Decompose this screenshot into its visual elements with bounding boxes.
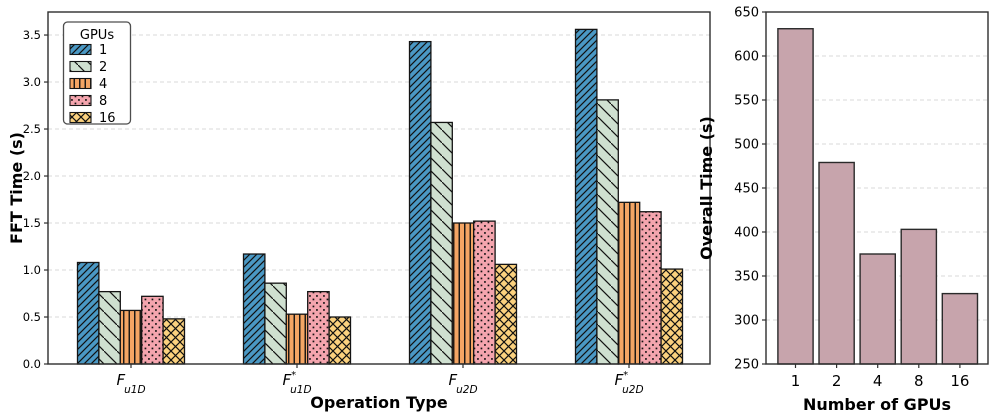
bar-hatch-overlay: [430, 122, 453, 365]
bar-gpus-1: [777, 28, 814, 365]
y-tick-label: 250: [734, 358, 759, 373]
bar-hatch-overlay: [307, 291, 330, 364]
y-tick-label: 1.0: [23, 263, 41, 277]
legend-item-label: 2: [99, 60, 107, 75]
x-tick-label: 4: [873, 372, 883, 390]
legend-item-label: 16: [99, 111, 116, 126]
y-tick-label: 450: [734, 182, 759, 197]
bar-hatch-overlay: [596, 99, 619, 364]
plot-border: [47, 11, 711, 365]
y-tick-label: 3.0: [23, 75, 41, 89]
fft-time-chart: 0.0 0.5 1.0 1.5 2.0 2.5 3.0 3.5 Fu1D F* u1D Fu2D F* u…: [23, 11, 711, 396]
legend-swatch-edge: [69, 43, 92, 56]
legend-item-label: 1: [99, 43, 107, 58]
bar-gpus-2: [818, 161, 855, 365]
legend-swatch-hatch: [70, 61, 91, 72]
bar-hatch-overlay: [98, 291, 121, 364]
bar-hatch-overlay: [473, 221, 496, 364]
y-tick-label: 400: [734, 226, 759, 241]
y-tick-label: 3.5: [23, 28, 41, 42]
y-tick-label: 2.0: [23, 169, 41, 183]
overall-xlabel: Number of GPUs: [803, 395, 951, 414]
legend-swatch-edge: [69, 111, 92, 124]
fft-xlabel: Operation Type: [310, 393, 448, 412]
legend-swatch-edge: [69, 60, 92, 73]
x-tick-label: F* u2D: [614, 370, 643, 396]
y-tick-label: 650: [734, 6, 759, 21]
y-tick-label: 0.5: [23, 310, 41, 324]
legend-swatch-edge: [69, 77, 92, 90]
y-tick-label: 1.5: [23, 216, 41, 230]
bar-hatch-overlay: [264, 283, 287, 364]
legend-item: 2: [69, 60, 107, 75]
bar-hatch-overlay: [575, 29, 597, 364]
legend-swatch-hatch: [70, 44, 91, 55]
legend-item-label: 8: [99, 94, 107, 109]
bar-gpus-16: [941, 292, 979, 365]
bar-hatch-overlay: [639, 211, 662, 364]
bar-hatch-overlay: [618, 202, 640, 364]
bar-hatch-overlay: [141, 296, 164, 364]
legend-item: 4: [69, 77, 107, 92]
x-tick-label: Fu1D: [116, 371, 145, 396]
bar-hatch-overlay: [243, 254, 265, 364]
legend-item: 8: [69, 94, 107, 109]
bar-hatch-overlay: [329, 317, 351, 364]
bar-hatch-overlay: [661, 269, 683, 364]
bar-hatch-overlay: [77, 262, 99, 364]
x-tick-label: Fu2D: [448, 371, 477, 396]
legend-swatch-hatch: [70, 78, 91, 89]
bar-hatch-overlay: [409, 41, 431, 364]
y-tick-label: 2.5: [23, 122, 41, 136]
y-tick-label: 500: [734, 138, 759, 153]
fft-ylabel: FFT Time (s): [7, 132, 26, 244]
y-tick-label: 300: [734, 314, 759, 329]
bar-gpus-4: [859, 253, 896, 365]
legend-item-label: 4: [99, 77, 107, 92]
bar-hatch-overlay: [286, 314, 308, 364]
x-tick-label: 1: [791, 372, 801, 390]
y-tick-label: 550: [734, 94, 759, 109]
bar-gpus-8: [900, 228, 938, 365]
y-tick-label: 600: [734, 50, 759, 65]
x-tick-label: 16: [950, 372, 969, 390]
x-tick-label: 8: [914, 372, 924, 390]
overall-time-chart: 250 300 350 400 450 500 550 600 650 1 2 4 8 16: [734, 6, 989, 390]
legend-item: 16: [69, 111, 116, 126]
x-tick-label: F* u1D: [282, 370, 311, 396]
legend-title: GPUs: [80, 28, 114, 43]
x-tick-label: 2: [832, 372, 842, 390]
y-tick-label: 0.0: [23, 357, 41, 371]
legend-swatch-hatch: [70, 95, 91, 106]
legend-item: 1: [69, 43, 107, 58]
legend-swatch-hatch: [70, 112, 91, 123]
legend-swatch-edge: [69, 94, 92, 107]
bar-hatch-overlay: [495, 264, 517, 364]
bar-hatch-overlay: [452, 223, 474, 364]
overall-ylabel: Overall Time (s): [697, 116, 716, 260]
bar-hatch-overlay: [163, 318, 185, 364]
bar-hatch-overlay: [120, 310, 142, 364]
y-tick-label: 350: [734, 270, 759, 285]
